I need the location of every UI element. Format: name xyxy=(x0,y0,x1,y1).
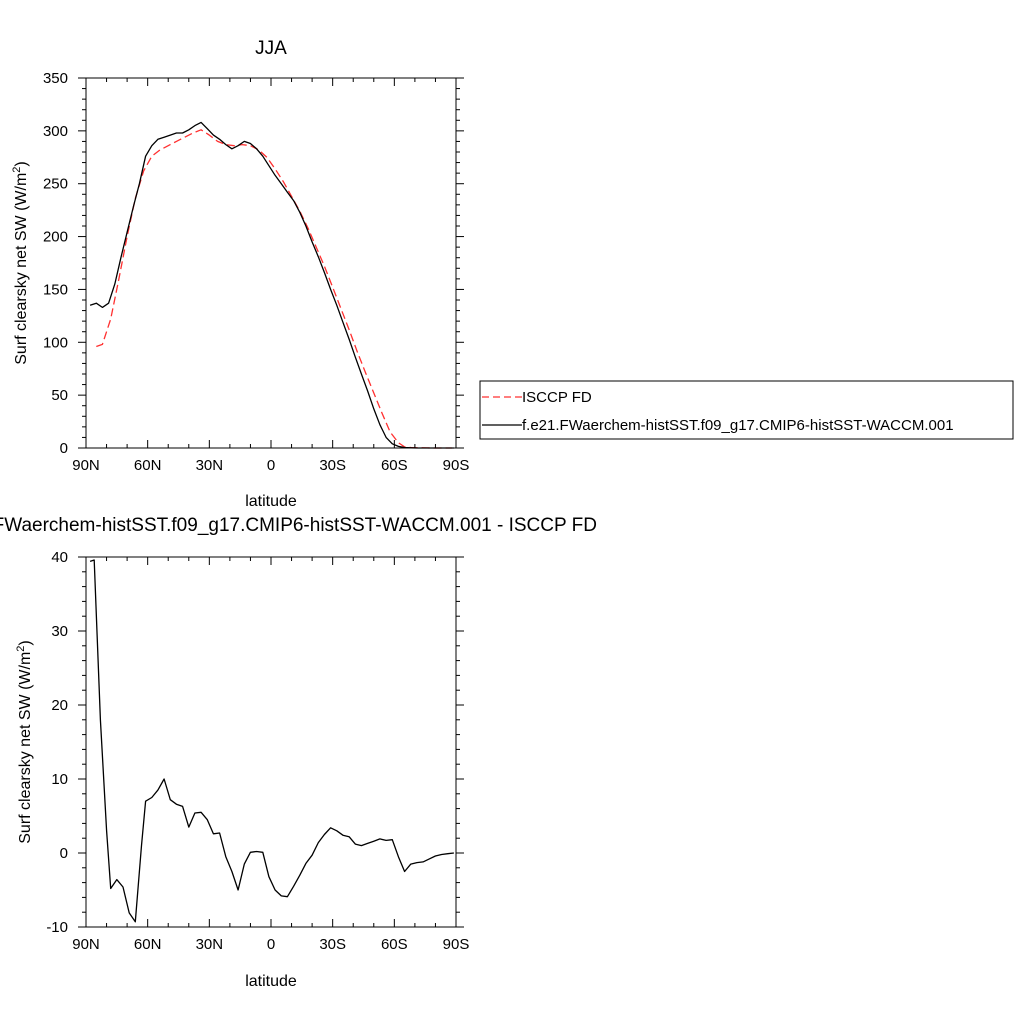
top-series-line-1 xyxy=(89,121,454,449)
bottom-x-tick-label: 60S xyxy=(381,936,408,953)
bottom-y-axis: -10 0 10 20 30 40 xyxy=(46,549,464,936)
bottom-y-tick-label: 40 xyxy=(51,549,68,566)
top-y-tick-label: 100 xyxy=(43,334,68,351)
bottom-y-tick-label: 30 xyxy=(51,623,68,640)
top-panel-title: JJA xyxy=(255,38,287,59)
bottom-series-line-0 xyxy=(89,559,454,923)
top-y-tick-label: 200 xyxy=(43,229,68,246)
bottom-x-axis-title: latitude xyxy=(245,973,297,990)
bottom-panel: f.e21.FWaerchem-histSST.f09_g17.CMIP6-hi… xyxy=(0,515,597,990)
top-x-tick-label: 30S xyxy=(319,457,346,474)
top-x-tick-label: 60N xyxy=(134,457,162,474)
top-x-axis: 90N 60N 30N 0 30S 60S 90S xyxy=(72,78,469,474)
top-x-tick-label: 90S xyxy=(443,457,470,474)
bottom-y-tick-label: -10 xyxy=(46,919,68,936)
bottom-y-tick-label: 20 xyxy=(51,697,68,714)
top-y-tick-label: 250 xyxy=(43,176,68,193)
bottom-x-tick-label: 30N xyxy=(196,936,224,953)
bottom-y-tick-label: 0 xyxy=(60,845,68,862)
top-x-tick-label: 90N xyxy=(72,457,100,474)
top-series-line-0 xyxy=(96,129,452,449)
top-x-tick-label: 0 xyxy=(267,457,275,474)
top-x-tick-label: 30N xyxy=(196,457,224,474)
bottom-series-layer xyxy=(89,559,454,923)
top-y-tick-label: 0 xyxy=(60,440,68,457)
top-y-tick-label: 50 xyxy=(51,387,68,404)
top-y-axis-title: Surf clearsky net SW (W/m2) xyxy=(11,161,30,364)
top-series-layer xyxy=(89,121,454,449)
top-y-axis: 0 50 100 150 200 250 300 350 xyxy=(43,70,464,457)
bottom-x-tick-label: 90N xyxy=(72,936,100,953)
legend-label-isccp: ISCCP FD xyxy=(522,389,592,406)
bottom-x-tick-label: 60N xyxy=(134,936,162,953)
bottom-x-tick-label: 0 xyxy=(267,936,275,953)
bottom-y-tick-label: 10 xyxy=(51,771,68,788)
bottom-x-tick-label: 30S xyxy=(319,936,346,953)
legend-label-model: f.e21.FWaerchem-histSST.f09_g17.CMIP6-hi… xyxy=(522,417,954,434)
top-y-tick-label: 150 xyxy=(43,281,68,298)
top-y-tick-label: 350 xyxy=(43,70,68,87)
top-panel: JJA 90N 60N 30N 0 30S 60S 90S 0 50 100 150 200 250 3… xyxy=(11,38,469,510)
top-x-axis-title: latitude xyxy=(245,493,297,510)
top-x-tick-label: 60S xyxy=(381,457,408,474)
top-y-tick-label: 300 xyxy=(43,123,68,140)
bottom-x-axis: 90N 60N 30N 0 30S 60S 90S xyxy=(72,557,469,953)
legend-box xyxy=(479,380,1014,440)
top-legend: ISCCP FD f.e21.FWaerchem-histSST.f09_g17… xyxy=(479,380,1014,440)
bottom-y-axis-title: Surf clearsky net SW (W/m2) xyxy=(15,640,34,843)
bottom-x-tick-label: 90S xyxy=(443,936,470,953)
bottom-panel-title: f.e21.FWaerchem-histSST.f09_g17.CMIP6-hi… xyxy=(0,515,597,536)
